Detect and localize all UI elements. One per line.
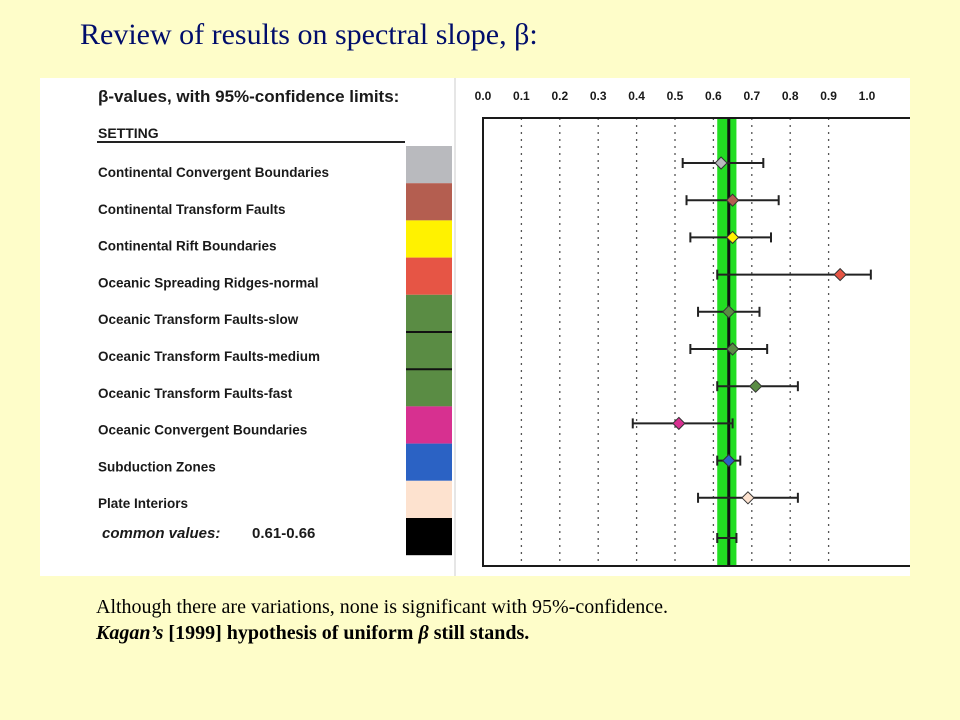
beta-point [725,230,740,245]
caption-line-1: Although there are variations, none is s… [96,596,669,618]
color-swatch [406,406,452,444]
beta-point [833,267,847,282]
slide-title-symbol: β: [514,18,538,51]
color-swatch [406,183,452,221]
setting-label: Oceanic Transform Faults-medium [98,349,320,364]
setting-rows: Continental Convergent Boundaries Contine… [98,146,452,556]
color-swatch [406,480,452,518]
color-swatch [406,294,452,332]
color-swatch [406,146,452,184]
setting-label: Oceanic Convergent Boundaries [98,423,307,438]
setting-label: Continental Rift Boundaries [98,239,277,254]
x-tick-labels: 0.0 0.1 0.2 0.3 0.4 0.5 0.6 0.7 0.8 0.9 1.0 [475,89,876,103]
chart-title: β-values, with 95%-confidence limits: [98,87,399,106]
setting-label: Oceanic Transform Faults-slow [98,312,299,327]
beta-point [722,453,736,468]
x-tick-label: 0.4 [628,89,645,103]
color-swatch [406,443,452,481]
x-tick-label: 0.6 [705,89,722,103]
color-swatch [406,257,452,295]
x-tick-label: 0.0 [475,89,492,103]
beta-point [714,156,728,170]
caption-kagan: Kagan’s [96,622,164,644]
setting-label: Oceanic Transform Faults-fast [98,386,293,401]
beta-point [748,379,763,393]
x-tick-label: 0.8 [782,89,799,103]
beta-point [741,491,755,505]
x-tick-label: 0.2 [551,89,568,103]
caption-part-3: still stands. [428,622,530,644]
caption-part-2: [1999] hypothesis of uniform [163,622,419,644]
x-tick-label: 1.0 [859,89,876,103]
beta-point [725,193,740,207]
slide-title-text: Review of results on spectral slope, [80,18,515,51]
caption-line-2: Kagan’s [1999] hypothesis of uniform β s… [96,620,668,646]
color-swatch [406,332,452,370]
beta-values-chart: β-values, with 95%-confidence limits: SE… [97,78,910,576]
grid-lines [520,118,830,566]
color-swatch [406,518,452,556]
setting-label: Oceanic Spreading Ridges-normal [98,275,319,290]
setting-column-header: SETTING [98,125,159,141]
x-tick-label: 0.1 [513,89,530,103]
color-swatch [406,220,452,258]
setting-label: Subduction Zones [98,459,216,474]
setting-label: Continental Transform Faults [98,202,286,217]
color-swatch [406,369,452,407]
x-tick-label: 0.9 [820,89,837,103]
slide-caption: Although there are variations, none is s… [96,594,668,646]
beta-point [722,305,736,319]
common-values-band [717,118,737,566]
x-tick-label: 0.3 [590,89,607,103]
setting-label: Plate Interiors [98,496,188,511]
x-tick-label: 0.7 [743,89,760,103]
beta-point [725,342,740,356]
slide-title: Review of results on spectral slope, β: [80,18,538,52]
common-values-range: 0.61-0.66 [252,525,315,542]
x-tick-label: 0.5 [667,89,684,103]
beta-point [672,416,686,431]
caption-beta-symbol: β [418,622,429,644]
beta-estimates [631,156,872,543]
beta-values-figure: β-values, with 95%-confidence limits: SE… [40,78,910,576]
setting-label: Continental Convergent Boundaries [98,165,329,180]
common-values-label: common values: [102,525,220,542]
plot-frame [482,117,910,567]
